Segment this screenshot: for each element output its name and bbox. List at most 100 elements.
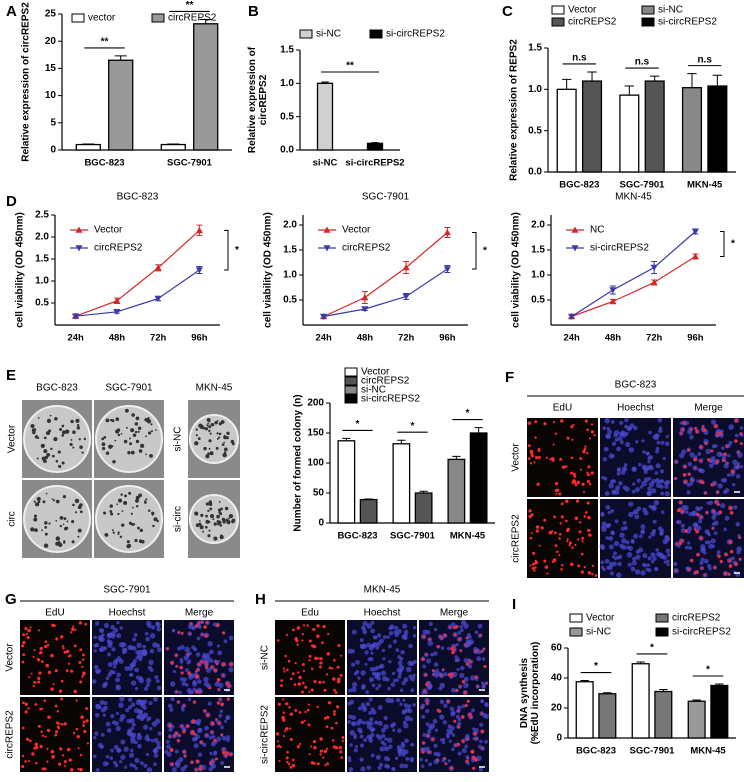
nucleus (658, 552, 664, 557)
colony (199, 525, 204, 530)
error-bar (715, 683, 724, 686)
colony (199, 520, 201, 522)
edu-spot (301, 639, 304, 642)
nucleus (148, 659, 154, 666)
x-tick-label: SGC-7901 (167, 158, 213, 169)
nucleus (460, 628, 464, 633)
nucleus (432, 718, 438, 724)
panel-letter: G (5, 591, 17, 608)
nucleus (476, 656, 482, 662)
nucleus (697, 467, 702, 472)
edu-spot (683, 465, 687, 469)
colony (101, 437, 105, 441)
y-tick-label: 2.0 (283, 220, 297, 231)
nucleus (379, 663, 385, 669)
edu-spot (465, 636, 469, 640)
y-tick-label: 2.0 (35, 232, 49, 243)
edu-spot (326, 747, 329, 750)
nucleus (225, 714, 231, 721)
colony (144, 500, 147, 503)
nucleus (99, 700, 105, 705)
nucleus (711, 444, 716, 449)
y-tick-label: 0.0 (280, 145, 294, 156)
edu-spot (695, 429, 699, 434)
nucleus (210, 741, 216, 747)
edu-spot (581, 540, 584, 543)
edu-spot (59, 747, 63, 751)
nucleus (465, 754, 470, 759)
nucleus (155, 622, 161, 628)
edu-spot (678, 500, 683, 505)
nucleus (664, 441, 670, 447)
colony (51, 498, 54, 500)
colony (117, 531, 120, 534)
significance-label: * (594, 661, 598, 672)
edu-spot (457, 725, 460, 729)
nucleus (168, 727, 173, 733)
bar (707, 85, 728, 173)
nucleus (178, 756, 184, 763)
nucleus (425, 708, 430, 714)
edu-spot (175, 665, 178, 668)
nucleus (387, 644, 392, 649)
edu-spot (317, 657, 320, 660)
nucleus (119, 642, 125, 648)
nucleus (712, 511, 718, 517)
edu-spot (61, 644, 64, 648)
edu-spot (39, 646, 43, 651)
colony (35, 502, 40, 507)
x-tick-label: 48h (357, 333, 374, 344)
edu-spot (705, 511, 709, 514)
nucleus (471, 759, 475, 763)
error-bar (452, 455, 461, 460)
nucleus (403, 703, 408, 708)
edu-spot (583, 515, 587, 518)
bar (687, 700, 706, 739)
nucleus (613, 540, 620, 547)
nucleus (693, 522, 699, 529)
nucleus (646, 563, 651, 567)
edu-spot (431, 737, 435, 741)
nucleus (221, 735, 227, 741)
edu-spot (719, 560, 723, 563)
nucleus (368, 677, 374, 683)
edu-spot (27, 707, 30, 710)
colony (78, 438, 81, 441)
nucleus (186, 660, 191, 665)
nucleus (116, 633, 122, 639)
nucleus (357, 706, 363, 711)
colony (64, 526, 69, 530)
edu-spot (201, 633, 204, 636)
edu-spot (436, 645, 440, 649)
nucleus (456, 667, 460, 672)
edu-spot (50, 687, 54, 691)
edu-spot (584, 419, 588, 423)
edu-spot (282, 735, 285, 738)
edu-spot (304, 685, 308, 689)
significance-bracket (720, 231, 725, 257)
edu-spot (550, 530, 554, 533)
nucleus (223, 639, 228, 644)
edu-spot (341, 736, 345, 740)
nucleus (136, 715, 141, 720)
edu-spot (178, 734, 181, 737)
nucleus (349, 743, 353, 747)
nucleus (195, 734, 200, 739)
nucleus (640, 529, 645, 535)
plate-dish (95, 405, 163, 473)
nucleus (110, 714, 115, 719)
nucleus (606, 565, 611, 570)
nucleus (422, 664, 426, 669)
panel-letter: D (6, 193, 17, 210)
column-label: SGC-7901 (105, 383, 153, 394)
colony (205, 454, 210, 459)
edu-spot (425, 699, 429, 702)
edu-spot (220, 702, 224, 706)
nucleus (170, 681, 176, 687)
colony (151, 513, 154, 516)
edu-spot (554, 531, 557, 535)
nucleus (379, 762, 384, 767)
nucleus (388, 744, 393, 750)
line-marker (72, 313, 80, 320)
